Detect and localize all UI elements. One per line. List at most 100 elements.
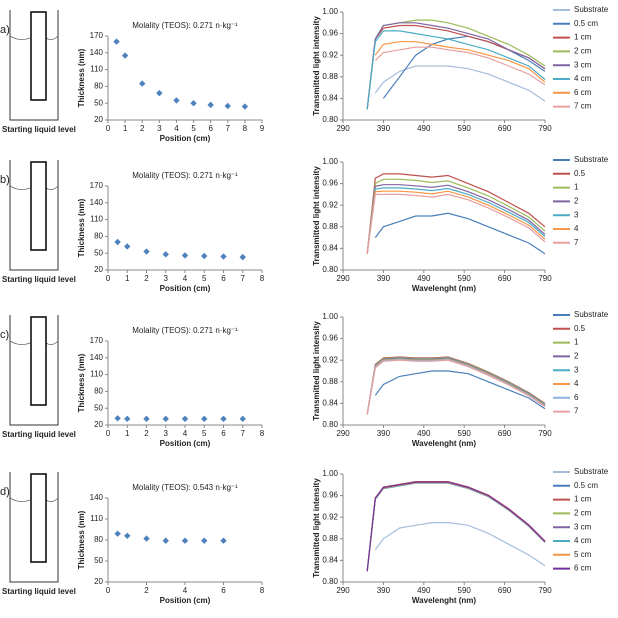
y-tick-label: 170 xyxy=(90,336,104,345)
x-tick-label: 7 xyxy=(226,124,231,133)
data-point xyxy=(124,532,131,539)
y-tick-label: 50 xyxy=(94,556,103,565)
y-tick-label: 0.80 xyxy=(322,115,338,124)
chart-title: Molality (TEOS): 0.271 n·kg⁻¹ xyxy=(132,21,238,30)
spectrum-line xyxy=(366,481,546,572)
data-point xyxy=(113,38,120,45)
x-tick-label: 490 xyxy=(417,429,431,438)
data-point xyxy=(114,238,121,246)
legend-label: 2 xyxy=(574,197,579,206)
y-tick-label: 80 xyxy=(94,82,103,91)
x-tick-label: 790 xyxy=(538,124,552,133)
x-tick-label: 5 xyxy=(202,429,207,438)
y-tick-label: 0.92 xyxy=(322,512,338,521)
data-point xyxy=(114,415,121,422)
y-axis-label: Thickness (nm) xyxy=(77,510,86,569)
y-axis-label: Transmitted light intensity xyxy=(312,166,321,266)
spectrum-line xyxy=(366,482,546,572)
y-tick-label: 110 xyxy=(90,514,103,523)
x-tick-label: 3 xyxy=(164,274,169,283)
x-tick-label: 4 xyxy=(183,274,188,283)
x-tick-label: 8 xyxy=(260,429,265,438)
legend-label: 0.5 xyxy=(574,169,586,178)
x-tick-label: 590 xyxy=(458,586,472,595)
substrate-slide xyxy=(30,316,47,406)
legend-label: 2 cm xyxy=(574,509,592,518)
y-tick-label: 0.92 xyxy=(322,355,338,364)
legend-label: 7 cm xyxy=(574,102,592,111)
panel-letter: a) xyxy=(0,24,10,36)
y-tick-label: 20 xyxy=(94,577,103,586)
x-tick-label: 1 xyxy=(125,274,130,283)
y-tick-label: 80 xyxy=(94,232,103,241)
data-point xyxy=(143,415,150,423)
x-tick-label: 590 xyxy=(458,429,472,438)
x-tick-label: 4 xyxy=(174,124,179,133)
spectrum-line xyxy=(366,482,546,572)
legend-label: 6 cm xyxy=(574,88,592,97)
y-tick-label: 110 xyxy=(90,65,103,74)
spectrum-line xyxy=(366,173,546,254)
x-tick-label: 390 xyxy=(377,274,391,283)
y-tick-label: 20 xyxy=(94,265,103,274)
y-axis-label: Transmitted light intensity xyxy=(312,16,321,116)
legend-label: 3 cm xyxy=(574,522,592,531)
vessel xyxy=(9,10,59,121)
x-tick-label: 290 xyxy=(336,124,350,133)
y-tick-label: 0.92 xyxy=(322,50,338,59)
data-point xyxy=(201,415,208,423)
substrate-slide xyxy=(30,161,47,251)
liquid-level xyxy=(9,340,59,345)
x-axis-label: Position (cm) xyxy=(160,439,211,448)
spectrum-line xyxy=(374,46,546,86)
x-tick-label: 6 xyxy=(221,429,226,438)
spectrum-line xyxy=(366,481,546,572)
x-tick-label: 290 xyxy=(336,274,350,283)
legend-label: 4 cm xyxy=(574,74,592,83)
x-tick-label: 290 xyxy=(336,586,350,595)
y-tick-label: 0.80 xyxy=(322,265,338,274)
data-point xyxy=(114,530,121,537)
data-point xyxy=(162,415,169,423)
spectrum-line xyxy=(382,35,546,99)
x-tick-label: 6 xyxy=(221,274,226,283)
legend-label: 1 xyxy=(574,338,579,347)
spectrum-line xyxy=(374,65,546,102)
data-point xyxy=(201,537,208,544)
diagram-caption: Starting liquid level xyxy=(2,275,76,284)
data-point xyxy=(220,537,227,544)
panel-letter: c) xyxy=(0,329,9,341)
x-tick-label: 2 xyxy=(144,274,149,283)
legend-label: 2 cm xyxy=(574,47,592,56)
x-axis-label: Position (cm) xyxy=(160,596,211,605)
liquid-level xyxy=(9,497,59,502)
data-point xyxy=(124,415,131,423)
data-point xyxy=(143,535,150,542)
spectrum-line xyxy=(366,184,546,254)
data-point xyxy=(190,100,197,107)
spectrum-line xyxy=(366,22,546,110)
x-tick-label: 6 xyxy=(208,124,213,133)
liquid-level xyxy=(9,185,59,190)
chart-title: Molality (TEOS): 0.271 n·kg⁻¹ xyxy=(132,326,238,335)
spectrum-line xyxy=(366,482,546,572)
x-axis-label: Position (cm) xyxy=(160,284,211,293)
data-point xyxy=(220,415,227,423)
x-tick-label: 390 xyxy=(377,429,391,438)
spectrum-line xyxy=(366,481,546,572)
x-tick-label: 690 xyxy=(498,124,512,133)
y-tick-label: 0.96 xyxy=(322,491,338,500)
y-tick-label: 140 xyxy=(90,493,104,502)
panel-letter: b) xyxy=(0,174,10,186)
x-tick-label: 690 xyxy=(498,586,512,595)
y-tick-label: 1.00 xyxy=(322,312,338,321)
data-point xyxy=(239,253,246,261)
x-tick-label: 7 xyxy=(241,429,246,438)
data-point xyxy=(124,243,131,250)
y-tick-label: 0.88 xyxy=(322,222,338,231)
data-point xyxy=(181,415,189,423)
y-tick-label: 170 xyxy=(90,181,104,190)
y-tick-label: 0.84 xyxy=(322,244,338,253)
y-tick-label: 0.96 xyxy=(322,179,338,188)
